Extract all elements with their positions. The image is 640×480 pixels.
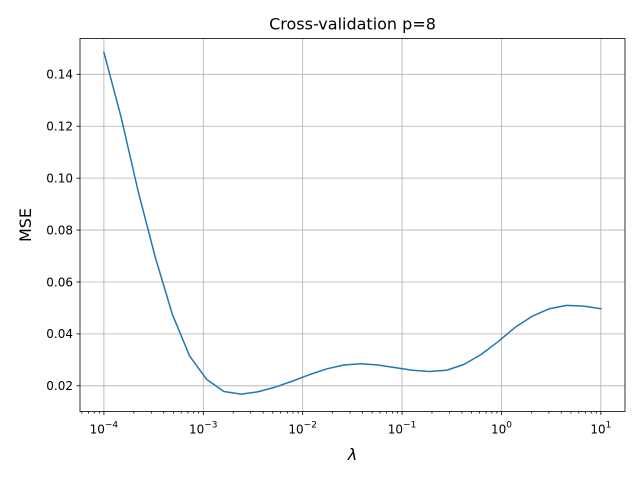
x-tick-label: 10−4	[90, 421, 119, 437]
ticks: 10−4 10−3 10−2 10−1 100 101 0.02 0.04 0.06 0.08 0.…	[46, 68, 611, 437]
y-tick-label: 0.04	[46, 327, 73, 341]
x-tick-label: 10−2	[288, 421, 317, 437]
y-tick-label: 0.08	[46, 223, 73, 237]
chart-title: Cross-validation p=8	[269, 15, 436, 34]
y-tick-label: 0.10	[46, 171, 73, 185]
x-tick-label: 100	[491, 421, 512, 437]
plot-frame	[79, 38, 626, 412]
series-line	[102, 51, 602, 395]
y-tick-label: 0.14	[46, 68, 73, 82]
x-tick-label: 10−1	[388, 421, 417, 437]
grid	[80, 38, 625, 412]
x-tick-label: 101	[590, 421, 611, 437]
y-tick-label: 0.12	[46, 120, 73, 134]
y-tick-label: 0.02	[46, 379, 73, 393]
y-axis-label: MSE	[16, 208, 35, 242]
y-tick-label: 0.06	[46, 275, 73, 289]
x-axis-label: λ	[347, 445, 357, 464]
x-tick-label: 10−3	[189, 421, 218, 437]
